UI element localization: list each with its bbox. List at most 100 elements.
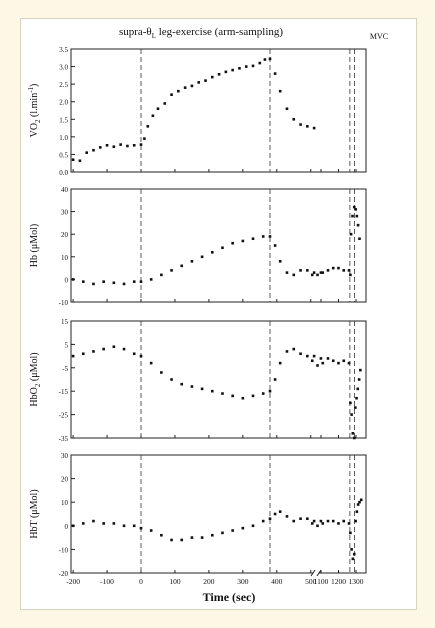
y-tick-label: 40 — [61, 186, 69, 194]
panel-vo2: 0.0 0.5 1.0 1.5 2.0 2.5 3.0 3.5 VO2 (l.min-1) — [27, 46, 367, 177]
panel-frame — [70, 188, 367, 303]
y-tick-label: 0.0 — [59, 169, 68, 177]
data-point — [119, 143, 122, 146]
y-tick-label: -10 — [59, 546, 69, 554]
data-point — [241, 396, 245, 400]
data-point — [221, 392, 224, 395]
chart-title: supra-θL leg-exercise (arm-sampling) — [119, 26, 283, 40]
data-point — [122, 524, 126, 528]
data-point — [306, 354, 309, 358]
data-point — [285, 515, 289, 518]
data-point — [352, 552, 356, 556]
y-tick-label: 15 — [61, 318, 69, 326]
data-point — [268, 389, 272, 393]
data-point — [331, 519, 335, 523]
data-point — [354, 519, 357, 523]
x-tick-label: 1200 — [331, 577, 346, 586]
data-point — [98, 146, 102, 149]
data-point — [331, 266, 335, 270]
data-point — [273, 378, 277, 381]
data-point — [112, 281, 116, 285]
data-point — [306, 125, 309, 128]
data-point — [170, 538, 173, 542]
data-point — [92, 148, 95, 152]
y-tick-label: 30 — [61, 452, 69, 460]
data-point — [278, 89, 282, 93]
axis-break-gap — [313, 570, 319, 576]
data-point — [132, 280, 136, 283]
data-point — [146, 125, 150, 128]
data-point — [359, 368, 362, 372]
data-point — [285, 271, 289, 274]
data-point — [312, 519, 316, 523]
y-tick-label: 30 — [61, 209, 69, 217]
data-point — [326, 269, 330, 272]
data-point — [139, 526, 143, 530]
data-point — [356, 223, 360, 227]
data-point — [210, 250, 214, 254]
data-point — [105, 143, 109, 147]
data-point — [190, 84, 194, 88]
axis-break-mark — [310, 569, 316, 577]
data-point — [156, 107, 160, 111]
data-point — [347, 269, 351, 272]
data-point — [351, 432, 355, 435]
data-point — [132, 524, 136, 528]
data-point — [349, 273, 352, 277]
data-point — [299, 517, 302, 521]
data-point — [251, 237, 255, 241]
data-point — [342, 359, 346, 363]
panel-frame — [70, 320, 367, 439]
data-point — [132, 143, 136, 147]
data-point — [261, 392, 265, 395]
data-point — [149, 278, 153, 281]
data-point — [221, 246, 224, 250]
data-point — [132, 352, 136, 356]
data-point — [251, 64, 255, 68]
data-point — [81, 280, 85, 283]
y-tick-label: 10 — [61, 499, 69, 507]
data-point — [331, 359, 335, 363]
y-axis-label: Hb (μMol) — [29, 224, 40, 267]
data-point — [190, 385, 194, 388]
y-tick-label: 3.5 — [59, 46, 68, 54]
data-point — [349, 401, 352, 405]
data-point — [358, 500, 361, 504]
data-point — [177, 89, 180, 93]
data-point — [351, 557, 355, 561]
data-point — [231, 241, 234, 245]
data-point — [355, 214, 359, 218]
data-point — [306, 269, 309, 272]
data-point — [278, 361, 282, 365]
data-point — [292, 347, 296, 351]
data-point — [316, 273, 319, 277]
data-point — [210, 75, 214, 79]
data-point — [160, 273, 163, 277]
data-point — [71, 354, 75, 358]
data-point — [163, 102, 167, 105]
data-point — [347, 361, 351, 365]
x-axis-label: Time (sec) — [203, 590, 256, 604]
y-tick-label: 2.0 — [59, 99, 68, 107]
data-point — [149, 361, 153, 365]
data-point — [224, 70, 228, 74]
y-tick-label: 20 — [61, 231, 69, 239]
data-point — [92, 282, 95, 286]
data-point — [200, 536, 204, 539]
data-point — [102, 522, 105, 525]
y-tick-label: 20 — [61, 476, 69, 484]
axis-break-mark — [316, 569, 322, 577]
data-point — [352, 436, 356, 440]
x-tick-label: 0 — [139, 577, 143, 586]
data-point — [337, 522, 340, 525]
data-point — [355, 510, 359, 513]
data-point — [319, 519, 323, 523]
mvc-label: MVC — [370, 32, 388, 41]
data-point — [321, 361, 325, 365]
data-point — [306, 517, 309, 521]
y-tick-label: -15 — [59, 388, 69, 396]
data-point — [278, 510, 282, 513]
chart: supra-θL leg-exercise (arm-sampling) MVC… — [27, 26, 388, 604]
data-point — [112, 345, 116, 349]
x-tick-label: 1300 — [349, 577, 364, 586]
